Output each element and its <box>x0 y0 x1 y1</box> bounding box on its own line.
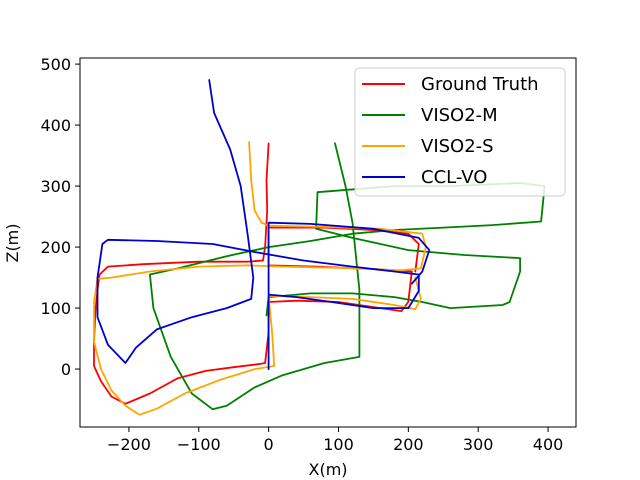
y-ticks: 0 100 200 300 400 500 <box>40 55 80 379</box>
legend-items: Ground Truth VISO2-M VISO2-S CCL-VO <box>362 74 539 188</box>
x-tick-label: 100 <box>323 435 354 454</box>
x-ticks: −200 −100 0 100 200 300 400 <box>107 427 563 454</box>
x-tick-label: 300 <box>463 435 494 454</box>
legend-label-0: Ground Truth <box>421 74 539 95</box>
x-tick-label: −200 <box>107 435 151 454</box>
x-tick-label: 400 <box>533 435 564 454</box>
x-axis-label: X(m) <box>308 460 347 479</box>
y-tick-label: 300 <box>40 177 71 196</box>
y-tick-label: 500 <box>40 55 71 74</box>
x-tick-label: 200 <box>393 435 424 454</box>
legend-label-2: VISO2-S <box>421 136 494 157</box>
x-tick-label: −100 <box>177 435 221 454</box>
legend-box <box>354 67 566 197</box>
legend-label-3: CCL-VO <box>421 167 487 188</box>
series-layer <box>93 79 546 416</box>
y-tick-label: 0 <box>61 360 71 379</box>
legend: Ground Truth VISO2-M VISO2-S CCL-VO <box>354 67 566 197</box>
legend-label-1: VISO2-M <box>421 105 498 126</box>
series-line-3 <box>96 79 431 370</box>
y-tick-label: 200 <box>40 238 71 257</box>
y-tick-label: 100 <box>40 299 71 318</box>
x-tick-label: 0 <box>264 435 274 454</box>
y-tick-label: 400 <box>40 116 71 135</box>
y-axis-label: Z(m) <box>3 223 22 262</box>
series-line-1 <box>149 142 546 411</box>
plot-frame <box>79 57 577 428</box>
